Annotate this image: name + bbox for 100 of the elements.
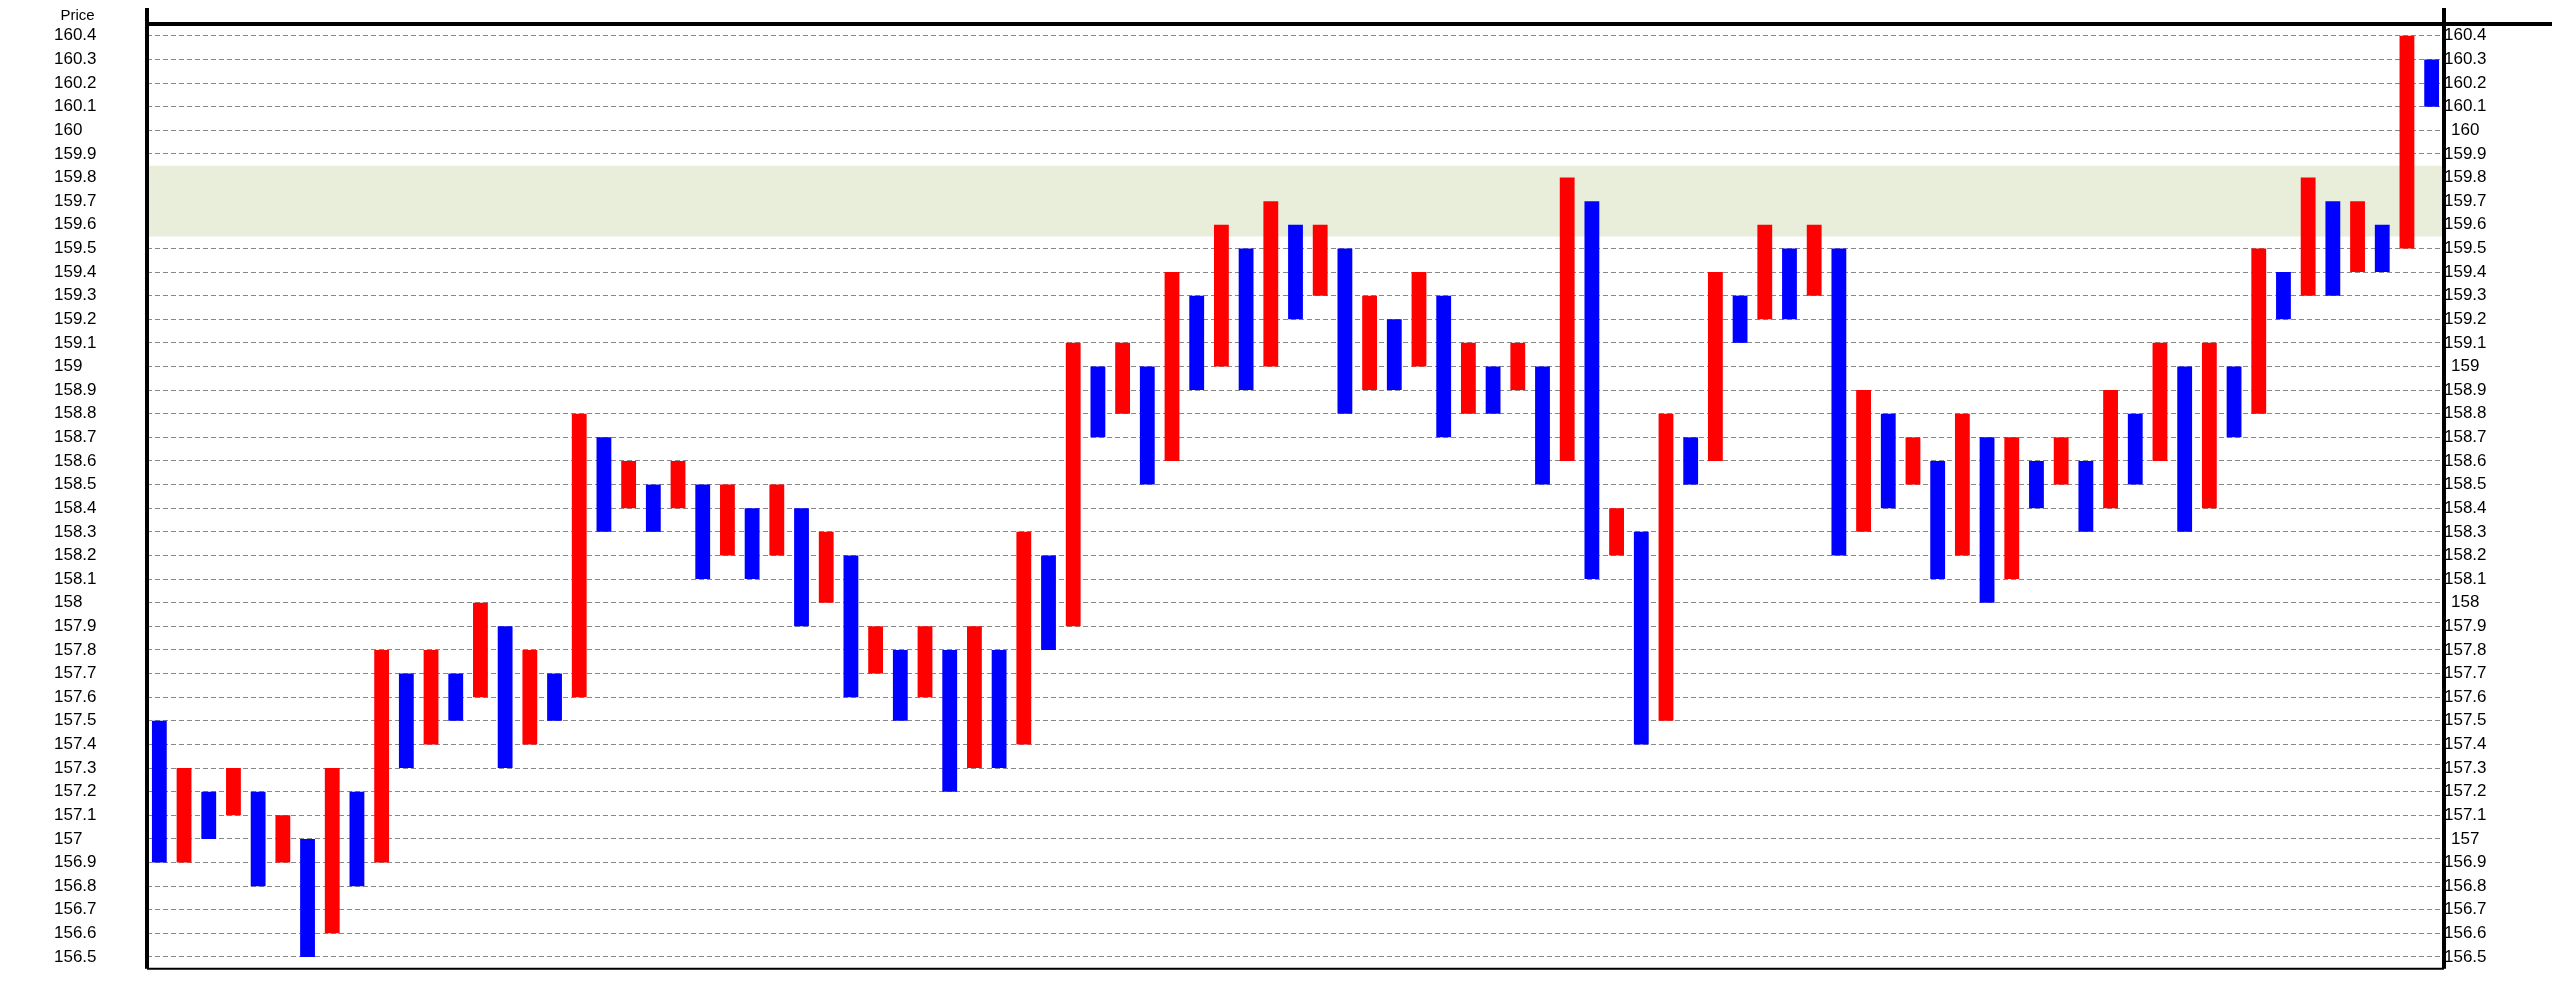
- bar: [1707, 272, 1723, 461]
- bar: [991, 649, 1007, 769]
- y2-tick-label: 159.5: [2444, 238, 2487, 258]
- bar: [1386, 319, 1402, 391]
- bar: [1139, 366, 1155, 485]
- y2-tick-label: 156.5: [2444, 946, 2487, 966]
- bar: [2103, 390, 2118, 509]
- bar: [201, 791, 217, 839]
- y-tick-label: 157.2: [54, 781, 97, 801]
- y-tick-label: 156.5: [54, 946, 97, 966]
- y-tick-label: 158.1: [54, 568, 97, 588]
- y-tick-label: 157.5: [54, 710, 97, 730]
- bar: [1954, 413, 1970, 556]
- bar: [769, 484, 785, 556]
- bar: [1757, 224, 1773, 320]
- bar: [1164, 272, 1180, 461]
- bar: [2251, 248, 2267, 414]
- y2-tick-label: 157.3: [2444, 757, 2487, 777]
- y-tick-label: 156.9: [54, 852, 97, 872]
- bar: [1115, 342, 1131, 414]
- y2-tick-label: 157.1: [2444, 804, 2487, 824]
- bar: [1683, 437, 1699, 485]
- y2-tick-label: 157.9: [2444, 616, 2487, 635]
- bar: [2399, 35, 2415, 249]
- bar: [2226, 366, 2242, 438]
- y-tick-label: 156.6: [54, 923, 97, 943]
- bar: [2127, 413, 2143, 485]
- bar: [892, 649, 908, 721]
- y-tick-label: 160: [54, 119, 83, 139]
- y-tick-label: 156.8: [54, 875, 97, 895]
- bar: [868, 626, 884, 674]
- bar: [2424, 59, 2440, 107]
- bar: [2300, 177, 2316, 296]
- bar: [300, 838, 315, 957]
- bar: [473, 602, 488, 698]
- bar: [1189, 295, 1205, 391]
- y-tick-label: 157: [54, 828, 83, 848]
- y2-tick-label: 157.2: [2444, 781, 2487, 801]
- bar: [794, 508, 809, 627]
- bar: [1436, 295, 1452, 438]
- bar: [374, 649, 390, 863]
- bar: [621, 460, 637, 509]
- y2-tick-label: 158: [2451, 592, 2480, 612]
- y2-tick-label: 158.5: [2444, 474, 2487, 494]
- bar: [917, 626, 933, 698]
- y2-tick-label: 159.4: [2444, 261, 2487, 281]
- bar: [522, 649, 538, 745]
- bar: [1658, 413, 1674, 721]
- bar: [2177, 366, 2193, 532]
- y2-tick-label: 157.7: [2444, 663, 2487, 683]
- bar: [1856, 390, 1871, 532]
- bar: [1633, 531, 1649, 745]
- y-tick-label: 158.8: [54, 403, 97, 423]
- bar: [596, 437, 612, 532]
- y2-tick-label: 157.4: [2444, 734, 2487, 754]
- y2-tick-label: 159.8: [2444, 167, 2487, 187]
- bar: [423, 649, 439, 745]
- y-tick-label: 160.2: [54, 72, 97, 92]
- bar: [720, 484, 735, 556]
- bar: [1016, 531, 1032, 745]
- bar: [571, 413, 587, 698]
- bar: [1337, 248, 1353, 414]
- bar: [2374, 224, 2390, 273]
- bar: [1041, 555, 1056, 650]
- bar: [843, 555, 859, 698]
- y2-tick-label: 159.7: [2444, 190, 2487, 210]
- y2-tick-label: 159: [2451, 356, 2480, 376]
- bar: [1535, 366, 1550, 485]
- bar: [1905, 437, 1921, 485]
- bar: [744, 508, 760, 580]
- y-tick-label: 157.9: [54, 616, 97, 635]
- y-tick-label: 160.3: [54, 49, 97, 69]
- y2-tick-label: 160.1: [2444, 96, 2487, 116]
- y2-tick-label: 157.8: [2444, 639, 2487, 659]
- y-tick-label: 157.4: [54, 734, 97, 754]
- bar: [2350, 201, 2365, 273]
- y2-tick-label: 156.6: [2444, 923, 2487, 943]
- bar: [1362, 295, 1378, 391]
- bar: [1288, 224, 1303, 320]
- bar: [2053, 437, 2069, 485]
- y2-tick-label: 157: [2451, 828, 2480, 848]
- bar: [1732, 295, 1748, 343]
- y-tick-label: 159.7: [54, 190, 97, 210]
- y-tick-label: 158.6: [54, 450, 97, 470]
- y-tick-label: 158.4: [54, 497, 97, 517]
- bar: [1806, 224, 1822, 296]
- y-tick-label: 159.1: [54, 332, 97, 352]
- y2-tick-label: 158.3: [2444, 521, 2487, 541]
- y2-tick-label: 159.1: [2444, 332, 2487, 352]
- y2-tick-label: 160: [2451, 119, 2480, 139]
- bar: [2152, 342, 2168, 461]
- y-tick-label: 157.1: [54, 804, 97, 824]
- y-tick-label: 157.8: [54, 639, 97, 659]
- y-tick-label: 159: [54, 356, 83, 376]
- bar: [967, 626, 982, 769]
- y2-tick-label: 158.6: [2444, 450, 2487, 470]
- y2-tick-label: 158.7: [2444, 427, 2487, 447]
- bar: [670, 460, 686, 509]
- y-tick-label: 158.9: [54, 379, 97, 399]
- y2-tick-label: 159.3: [2444, 285, 2487, 305]
